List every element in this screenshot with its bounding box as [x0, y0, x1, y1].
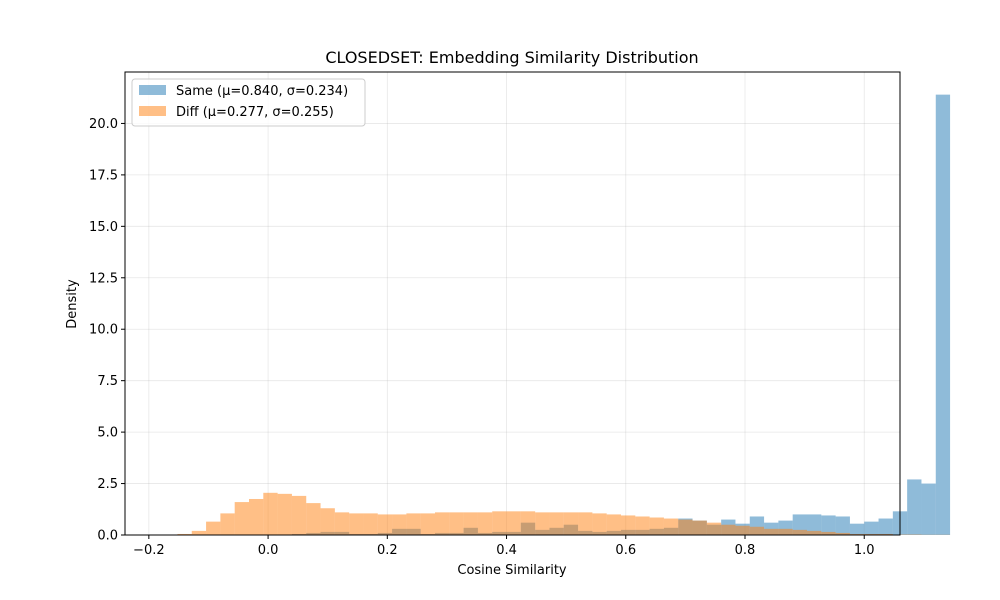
bar-series-0-bin-46 — [807, 514, 822, 535]
legend-label-1: Diff (μ=0.277, σ=0.255) — [176, 105, 334, 120]
y-tick-label: 12.5 — [89, 271, 118, 286]
legend-swatch-1 — [139, 106, 166, 116]
bar-series-1-bin-44 — [778, 528, 793, 535]
bar-series-1-bin-39 — [706, 522, 722, 535]
bar-series-1-bin-32 — [606, 514, 621, 535]
bar-series-1-bin-36 — [663, 518, 679, 535]
bar-series-1-bin-48 — [835, 532, 850, 535]
bar-series-1-bin-2 — [177, 533, 192, 535]
bar-series-1-bin-34 — [635, 516, 650, 535]
bar-series-1-bin-8 — [263, 492, 278, 535]
bar-series-1-bin-16 — [377, 514, 393, 535]
bar-series-1-bin-49 — [849, 533, 865, 535]
bar-series-1-bin-33 — [621, 515, 636, 535]
x-axis-label: Cosine Similarity — [457, 563, 567, 578]
x-tick-label: 0.8 — [735, 543, 756, 558]
bar-series-1-bin-27 — [535, 512, 550, 535]
bar-series-1-bin-37 — [678, 519, 693, 535]
bar-series-1-bin-9 — [277, 493, 292, 535]
bar-series-1-bin-31 — [592, 513, 607, 535]
bar-series-1-bin-51 — [878, 533, 893, 535]
bar-series-1-bin-11 — [306, 503, 321, 535]
bar-series-1-bin-3 — [191, 530, 207, 535]
bar-series-1-bin-10 — [291, 495, 307, 535]
bar-series-0-bin-47 — [821, 515, 836, 535]
bar-series-0-bin-54 — [921, 483, 936, 535]
bar-series-1-bin-21 — [449, 512, 464, 535]
x-tick-label: 0.0 — [258, 543, 279, 558]
y-tick-label: 0.0 — [97, 529, 118, 544]
bar-series-1-bin-5 — [220, 513, 235, 535]
bar-series-1-bin-17 — [392, 514, 407, 535]
legend-label-0: Same (μ=0.840, σ=0.234) — [176, 84, 348, 99]
y-tick-label: 20.0 — [89, 117, 118, 132]
histogram-bars — [163, 94, 951, 535]
bar-series-0-bin-53 — [907, 479, 922, 535]
bar-series-1-bin-4 — [206, 521, 221, 535]
bar-series-1-bin-18 — [406, 513, 421, 535]
bar-series-1-bin-42 — [749, 526, 765, 535]
y-tick-label: 5.0 — [97, 426, 118, 441]
bar-series-1-bin-30 — [578, 512, 593, 535]
y-axis-ticks: 0.0 2.5 5.0 7.5 10.0 12.5 15.0 17.5 20.0 — [89, 117, 125, 544]
bar-series-1-bin-46 — [807, 530, 822, 535]
x-axis-ticks: −0.2 0.0 0.2 0.4 0.6 0.8 1.0 — [133, 535, 875, 558]
bar-series-1-bin-35 — [649, 517, 664, 535]
bar-series-1-bin-7 — [249, 498, 264, 535]
bar-series-1-bin-38 — [692, 520, 707, 535]
bar-series-1-bin-29 — [563, 512, 579, 535]
bar-series-1-bin-47 — [821, 531, 836, 535]
bar-series-1-bin-12 — [320, 508, 335, 535]
bar-series-1-bin-15 — [363, 513, 378, 535]
bar-series-1-bin-23 — [477, 512, 493, 535]
bar-series-0-bin-48 — [835, 516, 850, 535]
legend-box — [131, 78, 366, 127]
legend-swatch-0 — [139, 85, 166, 95]
bar-series-1-bin-19 — [420, 513, 435, 535]
bar-series-1-bin-6 — [234, 502, 249, 535]
y-tick-label: 7.5 — [97, 374, 118, 389]
bar-series-1-bin-50 — [864, 533, 879, 535]
bar-series-1-bin-41 — [735, 525, 750, 535]
x-tick-label: 0.6 — [615, 543, 636, 558]
bar-series-1-bin-43 — [764, 528, 779, 535]
bar-series-1-bin-13 — [334, 512, 350, 535]
x-tick-label: 0.4 — [496, 543, 517, 558]
y-tick-label: 17.5 — [89, 168, 118, 183]
y-tick-label: 15.0 — [89, 220, 118, 235]
bar-series-1-bin-40 — [721, 524, 736, 535]
bar-series-0-bin-51 — [878, 518, 893, 535]
y-axis-label: Density — [65, 279, 80, 329]
plot-frame — [124, 71, 901, 536]
bar-series-1-bin-25 — [506, 511, 521, 535]
legend: Same (μ=0.840, σ=0.234) Diff (μ=0.277, σ=… — [131, 78, 366, 127]
bar-series-1-bin-28 — [549, 512, 564, 535]
bar-series-0-bin-55 — [935, 94, 951, 535]
y-tick-label: 10.0 — [89, 323, 118, 338]
chart-title: CLOSEDSET: Embedding Similarity Distribu… — [325, 48, 698, 67]
bar-series-1-bin-20 — [435, 512, 450, 535]
bar-series-1-bin-24 — [492, 511, 507, 535]
x-tick-label: −0.2 — [133, 543, 165, 558]
bar-series-1-bin-45 — [792, 529, 807, 535]
x-tick-label: 0.2 — [377, 543, 398, 558]
x-tick-label: 1.0 — [854, 543, 875, 558]
bar-series-1-bin-14 — [349, 513, 364, 535]
bar-series-1-bin-22 — [463, 512, 478, 535]
bar-series-0-bin-49 — [849, 523, 865, 535]
y-tick-label: 2.5 — [97, 477, 118, 492]
bar-series-0-bin-50 — [864, 521, 879, 535]
bar-series-1-bin-26 — [520, 511, 536, 535]
